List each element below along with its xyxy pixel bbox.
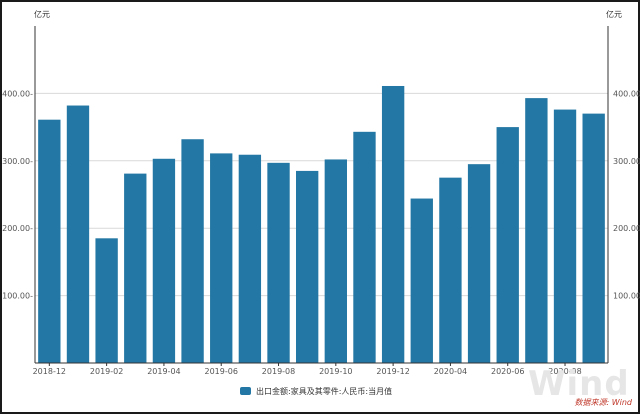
x-tick-label: 2020-04 [434, 367, 467, 376]
y-tick-label-left: 200.00- [2, 224, 33, 233]
y-tick-label-right: 100.00 [613, 292, 640, 301]
bar [582, 113, 605, 364]
x-tick-label: 2019-04 [147, 367, 180, 376]
bar [152, 158, 176, 363]
wind-watermark: Wind [528, 364, 630, 404]
bar [410, 198, 433, 363]
legend-swatch [240, 387, 251, 395]
bar [124, 173, 147, 363]
bar [324, 159, 347, 363]
bar [467, 164, 491, 363]
x-tick-label: 2019-10 [319, 367, 352, 376]
source-note: 数据来源: Wind [574, 398, 632, 407]
y-tick-label-left: 100.00- [2, 292, 33, 301]
y-tick-label-right: 200.00 [613, 224, 640, 233]
x-tick-label: 2019-02 [90, 367, 123, 376]
bar [181, 139, 204, 363]
left-unit-label: 亿元 [34, 9, 50, 19]
bar [296, 170, 319, 363]
bar [238, 154, 262, 363]
x-tick-label: 2019-06 [205, 367, 238, 376]
axes: 100.00- 100.00 200.00- 200.00 300.00- 300.00 4… [2, 26, 640, 376]
bar [38, 119, 61, 363]
bar [553, 109, 577, 364]
legend-label: 出口金额:家具及其零件:人民币:当月值 [256, 386, 393, 396]
y-tick-label-right: 300.00 [613, 157, 640, 166]
bar [439, 177, 462, 363]
right-unit-label: 亿元 [606, 9, 622, 19]
bar [496, 127, 519, 363]
bars [38, 85, 605, 364]
y-tick-label-left: 400.00- [2, 89, 33, 98]
y-tick-label-left: 300.00- [2, 157, 33, 166]
bar [525, 98, 548, 364]
bar [66, 105, 90, 364]
y-tick-label-right: 400.00 [613, 89, 640, 98]
bar [95, 238, 118, 363]
x-tick-label: 2020-08 [548, 367, 581, 376]
grid-lines [35, 92, 608, 297]
x-tick-label: 2018-12 [33, 367, 66, 376]
bar [267, 162, 290, 363]
x-tick-label: 2019-08 [262, 367, 295, 376]
legend: 出口金额:家具及其零件:人民币:当月值 [240, 385, 392, 397]
bar [353, 131, 376, 363]
x-tick-label: 2020-06 [491, 367, 524, 376]
bar [381, 85, 405, 364]
x-tick-label: 2019-12 [376, 367, 409, 376]
bar [210, 153, 233, 363]
